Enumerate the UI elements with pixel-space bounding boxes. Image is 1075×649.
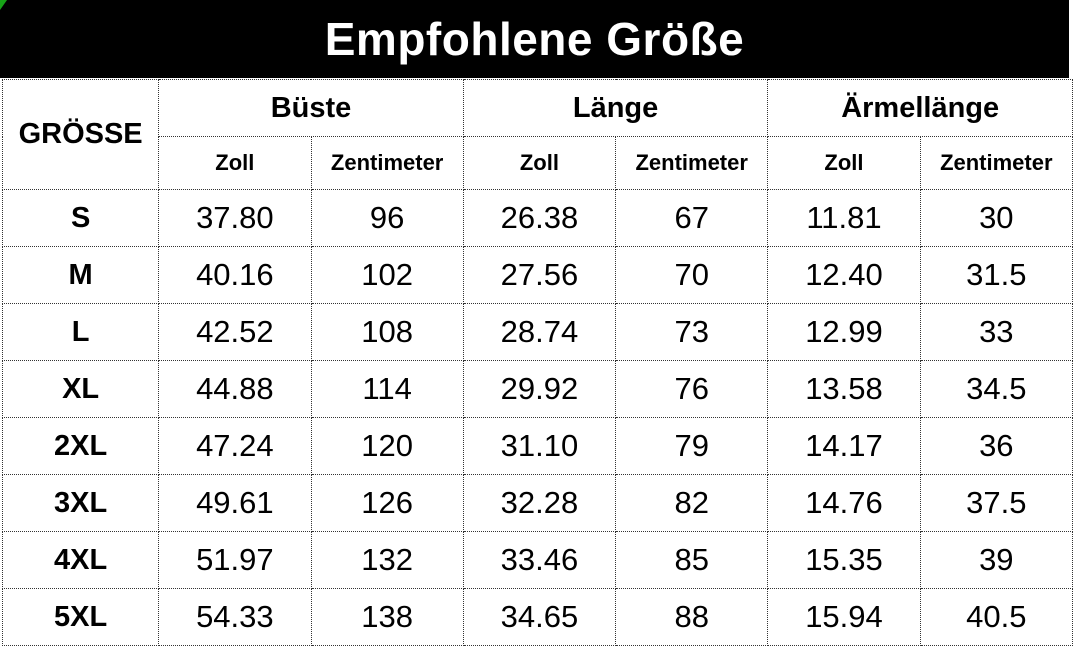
value-cell: 85 — [615, 531, 769, 589]
value-cell: 126 — [310, 474, 464, 532]
value-cell: 47.24 — [158, 417, 312, 475]
unit-header-bueste-zoll: Zoll — [158, 136, 312, 190]
value-cell: 28.74 — [462, 303, 617, 361]
value-cell: 15.94 — [767, 588, 921, 646]
unit-header-laenge-zoll: Zoll — [462, 136, 617, 190]
value-cell: 15.35 — [767, 531, 921, 589]
unit-header-laenge-zentimeter: Zentimeter — [615, 136, 769, 190]
value-cell: 120 — [310, 417, 464, 475]
unit-header-aermel-zentimeter: Zentimeter — [919, 136, 1074, 190]
value-cell: 96 — [310, 189, 464, 247]
unit-header-bueste-zentimeter: Zentimeter — [310, 136, 464, 190]
unit-header-row: Zoll Zentimeter Zoll Zentimeter Zoll Zen… — [3, 136, 1074, 190]
value-cell: 42.52 — [158, 303, 312, 361]
value-cell: 88 — [615, 588, 769, 646]
table-row: 5XL 54.33 138 34.65 88 15.94 40.5 — [1, 588, 1074, 646]
size-cell: L — [1, 303, 160, 361]
title-banner: Empfohlene Größe — [0, 0, 1069, 78]
value-cell: 82 — [615, 474, 769, 532]
column-header-groesse: GRÖSSE — [1, 79, 160, 190]
size-cell: M — [1, 246, 160, 304]
value-cell: 108 — [310, 303, 464, 361]
page-title: Empfohlene Größe — [324, 13, 745, 65]
value-cell: 34.65 — [462, 588, 617, 646]
group-header-bueste: Büste — [158, 79, 464, 137]
size-cell: 2XL — [1, 417, 160, 475]
value-cell: 54.33 — [158, 588, 312, 646]
value-cell: 40.5 — [919, 588, 1074, 646]
value-cell: 39 — [919, 531, 1074, 589]
value-cell: 30 — [919, 189, 1074, 247]
group-header-row: GRÖSSE Büste Länge Ärmellänge — [1, 79, 1073, 190]
size-cell: 4XL — [1, 531, 160, 589]
size-table: GRÖSSE Büste Länge Ärmellänge Zoll Zenti… — [1, 79, 1074, 646]
table-row: S 37.80 96 26.38 67 11.81 30 — [1, 189, 1074, 247]
value-cell: 12.99 — [767, 303, 921, 361]
value-cell: 73 — [615, 303, 769, 361]
value-cell: 102 — [310, 246, 464, 304]
value-cell: 70 — [615, 246, 769, 304]
size-cell: 3XL — [1, 474, 160, 532]
value-cell: 76 — [615, 360, 769, 418]
table-row: 3XL 49.61 126 32.28 82 14.76 37.5 — [1, 474, 1074, 532]
value-cell: 114 — [310, 360, 464, 418]
value-cell: 14.76 — [767, 474, 921, 532]
value-cell: 49.61 — [158, 474, 312, 532]
value-cell: 37.5 — [919, 474, 1074, 532]
value-cell: 31.5 — [919, 246, 1074, 304]
value-cell: 12.40 — [767, 246, 921, 304]
value-cell: 44.88 — [158, 360, 312, 418]
table-row: XL 44.88 114 29.92 76 13.58 34.5 — [1, 360, 1074, 418]
group-header-laenge: Länge — [462, 79, 769, 137]
value-cell: 34.5 — [919, 360, 1074, 418]
value-cell: 33 — [919, 303, 1074, 361]
value-cell: 37.80 — [158, 189, 312, 247]
table-row: L 42.52 108 28.74 73 12.99 33 — [1, 303, 1074, 361]
value-cell: 36 — [919, 417, 1074, 475]
value-cell: 40.16 — [158, 246, 312, 304]
table-row: 2XL 47.24 120 31.10 79 14.17 36 — [1, 417, 1074, 475]
value-cell: 32.28 — [462, 474, 617, 532]
value-cell: 14.17 — [767, 417, 921, 475]
value-cell: 132 — [310, 531, 464, 589]
value-cell: 29.92 — [462, 360, 617, 418]
value-cell: 51.97 — [158, 531, 312, 589]
value-cell: 79 — [615, 417, 769, 475]
value-cell: 31.10 — [462, 417, 617, 475]
table-row: M 40.16 102 27.56 70 12.40 31.5 — [1, 246, 1074, 304]
size-cell: 5XL — [1, 588, 160, 646]
group-header-aermellaenge: Ärmellänge — [767, 79, 1073, 137]
value-cell: 138 — [310, 588, 464, 646]
value-cell: 27.56 — [462, 246, 617, 304]
value-cell: 33.46 — [462, 531, 617, 589]
corner-marker-icon — [0, 0, 7, 10]
value-cell: 26.38 — [462, 189, 617, 247]
value-cell: 67 — [615, 189, 769, 247]
size-cell: S — [1, 189, 160, 247]
size-cell: XL — [1, 360, 160, 418]
unit-header-aermel-zoll: Zoll — [767, 136, 921, 190]
value-cell: 13.58 — [767, 360, 921, 418]
value-cell: 11.81 — [767, 189, 921, 247]
table-row: 4XL 51.97 132 33.46 85 15.35 39 — [1, 531, 1074, 589]
